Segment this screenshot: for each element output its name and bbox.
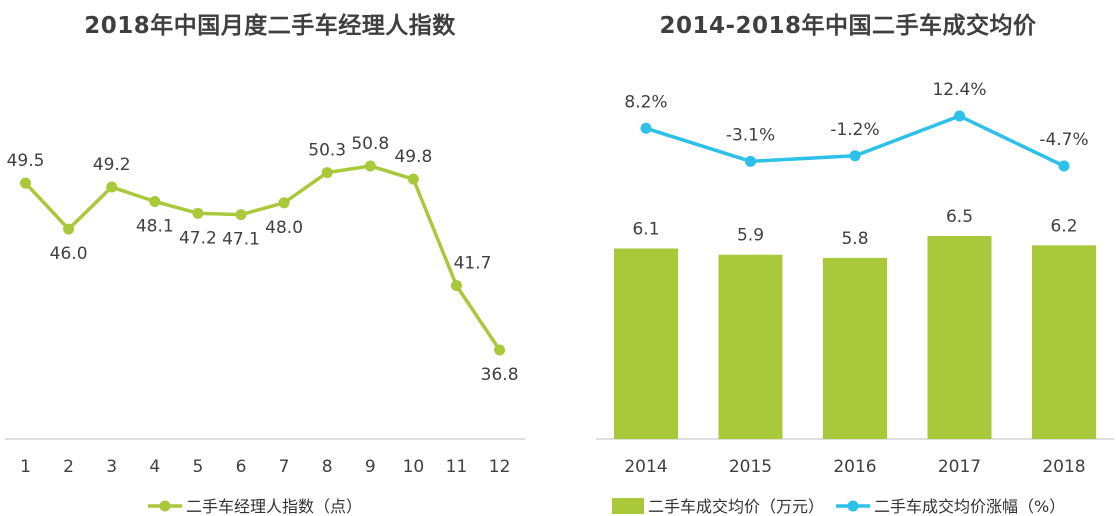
growth-point	[745, 155, 756, 167]
index-data-label: 36.8	[481, 365, 519, 385]
index-point	[20, 177, 31, 189]
index-data-label: 46.0	[50, 244, 88, 264]
price-data-label: 6.5	[946, 207, 973, 227]
legend-bar-swatch	[612, 498, 644, 514]
x-tick-label: 3	[106, 457, 117, 477]
index-data-label: 47.2	[179, 228, 217, 248]
x-tick-label: 4	[149, 457, 160, 477]
legend-marker	[847, 500, 859, 512]
growth-point	[640, 122, 652, 134]
index-data-label: 48.1	[136, 216, 174, 236]
growth-point	[954, 110, 965, 122]
price-bar	[927, 236, 992, 439]
price-data-label: 6.2	[1050, 216, 1077, 236]
growth-data-label: -4.7%	[1039, 130, 1088, 150]
legend-line-label: 二手车成交均价涨幅（%）	[874, 497, 1065, 516]
index-point	[192, 207, 204, 219]
x-tick-label: 2018	[1042, 457, 1085, 477]
index-data-label: 50.8	[351, 134, 389, 154]
monthly-index-line-chart: 49.5 1 46.0 2 49.2 3 48.1 4 47.2 5 47.1 6 48.0 7 50.3 8…	[5, 134, 525, 516]
index-data-label: 50.3	[308, 141, 346, 161]
legend-marker	[159, 500, 171, 512]
growth-data-label: 8.2%	[624, 92, 667, 112]
index-data-label: 41.7	[454, 254, 492, 274]
x-tick-label: 2014	[624, 457, 667, 477]
price-data-label: 5.9	[737, 226, 764, 246]
x-tick-label: 11	[446, 457, 468, 477]
index-point	[149, 195, 161, 207]
index-point	[106, 181, 118, 193]
price-data-label: 5.8	[841, 229, 868, 249]
index-point	[407, 173, 419, 185]
growth-data-label: -1.2%	[830, 120, 879, 140]
x-tick-label: 7	[279, 457, 290, 477]
x-tick-label: 8	[322, 457, 333, 477]
index-data-label: 49.2	[93, 155, 131, 175]
price-bar	[718, 254, 783, 439]
index-data-label: 49.8	[394, 147, 432, 167]
index-point	[278, 197, 290, 209]
growth-point	[849, 150, 861, 162]
growth-point	[1058, 160, 1070, 172]
x-tick-label: 1	[20, 457, 31, 477]
index-data-label: 48.0	[265, 218, 303, 238]
legend-bar-label: 二手车成交均价（万元）	[648, 497, 824, 516]
index-data-label: 47.1	[222, 230, 260, 250]
price-data-label: 6.1	[632, 219, 659, 239]
index-data-label: 49.5	[7, 151, 45, 171]
price-bar	[823, 257, 887, 439]
index-point	[321, 167, 333, 179]
index-series-line	[24, 164, 502, 351]
legend-label: 二手车经理人指数（点）	[186, 497, 362, 516]
growth-data-label: -3.1%	[726, 125, 775, 145]
x-tick-label: 6	[236, 457, 247, 477]
x-tick-label: 2017	[938, 457, 981, 477]
price-bar	[614, 248, 678, 439]
x-tick-label: 2016	[833, 457, 876, 477]
index-point	[494, 344, 506, 356]
x-tick-label: 2	[63, 457, 74, 477]
index-point	[451, 280, 462, 292]
growth-data-label: 12.4%	[932, 80, 986, 100]
bar-chart-title: 2014-2018年中国二手车成交均价	[659, 13, 1037, 39]
index-point	[235, 209, 247, 221]
x-tick-label: 9	[365, 457, 376, 477]
x-tick-label: 12	[489, 457, 511, 477]
price-bar	[1032, 245, 1096, 439]
index-point	[63, 223, 75, 235]
line-chart-title: 2018年中国月度二手车经理人指数	[84, 13, 456, 39]
index-point	[364, 160, 376, 172]
x-tick-label: 5	[192, 457, 203, 477]
x-tick-label: 2015	[729, 457, 772, 477]
x-tick-label: 10	[403, 457, 425, 477]
